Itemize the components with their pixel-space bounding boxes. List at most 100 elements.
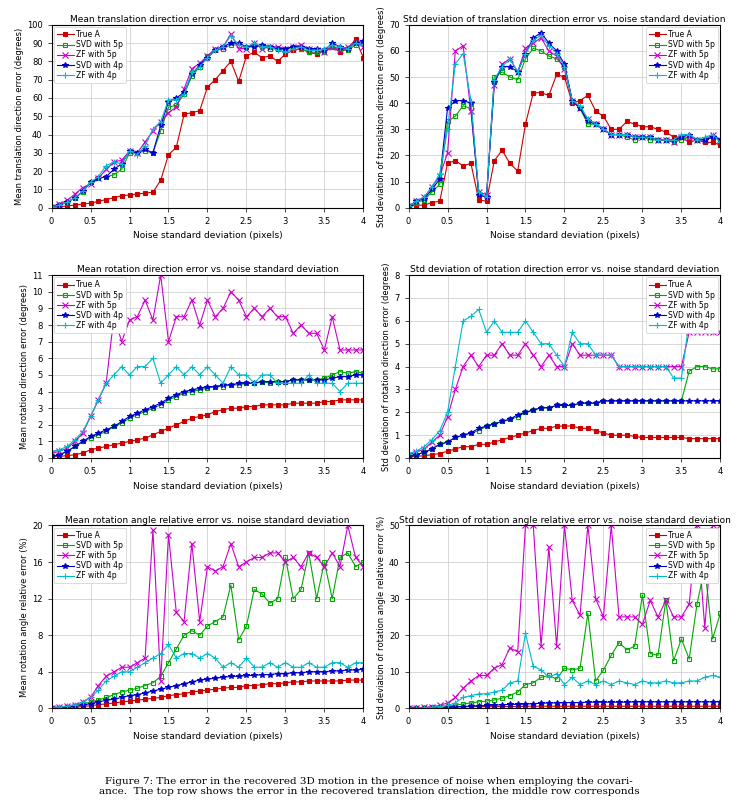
SVD with 4p [622,698,631,707]
True A [109,440,118,450]
SVD with 4p [297,42,306,51]
True A [289,398,297,408]
True A [63,201,72,210]
True A [141,434,150,443]
ZF with 4p [343,44,352,54]
ZF with 4p [412,446,421,456]
SVD with 5p [700,562,709,572]
SVD with 5p [94,430,103,439]
ZF with 5p [685,599,694,609]
SVD with 5p [560,663,569,673]
SVD with 4p [78,437,87,446]
SVD with 4p [47,452,56,462]
SVD with 4p [459,96,468,106]
SVD with 5p [258,590,266,599]
SVD with 4p [312,44,321,54]
SVD with 4p [218,380,227,390]
True A [677,702,686,711]
SVD with 5p [545,51,554,61]
True A [297,44,306,54]
ZF with 5p [148,126,157,136]
SVD with 5p [218,44,227,54]
ZF with 5p [513,647,522,657]
SVD with 4p [297,375,306,385]
True A [227,682,235,692]
SVD with 5p [78,699,87,709]
SVD with 5p [234,380,243,390]
SVD with 5p [328,594,337,603]
ZF with 5p [545,46,554,56]
True A [63,702,72,712]
SVD with 4p [172,681,181,690]
ZF with 5p [266,548,275,558]
ZF with 5p [490,350,499,360]
SVD with 4p [513,410,522,419]
True A [497,435,506,445]
SVD with 4p [133,408,142,418]
ZF with 5p [443,412,452,422]
True A [304,676,313,686]
ZF with 4p [459,316,468,326]
ZF with 4p [102,161,111,170]
SVD with 5p [537,46,545,56]
True A [328,676,337,686]
SVD with 5p [227,380,235,390]
SVD with 5p [591,676,600,686]
SVD with 5p [506,691,514,701]
ZF with 4p [700,316,709,326]
SVD with 4p [537,698,545,708]
True A [203,82,212,92]
ZF with 5p [584,521,593,530]
SVD with 4p [258,40,266,50]
SVD with 4p [63,702,72,712]
SVD with 5p [443,701,452,710]
ZF with 4p [638,362,646,371]
ZF with 5p [708,327,717,337]
True A [172,690,181,699]
ZF with 5p [187,64,196,74]
SVD with 4p [584,117,593,126]
ZF with 4p [242,42,251,51]
True A [133,435,142,445]
SVD with 5p [497,694,506,703]
ZF with 5p [459,683,468,693]
True A [281,400,290,410]
ZF with 5p [700,135,709,145]
SVD with 5p [273,44,282,54]
SVD with 5p [203,383,212,393]
SVD with 5p [591,119,600,129]
SVD with 5p [250,378,259,388]
ZF with 5p [646,362,655,371]
SVD with 5p [156,400,165,410]
ZF with 4p [513,67,522,77]
ZF with 4p [203,649,212,658]
ZF with 4p [343,662,352,672]
ZF with 5p [459,41,468,50]
SVD with 4p [117,693,126,702]
ZF with 5p [654,612,663,622]
ZF with 4p [552,49,561,58]
True A [125,190,134,200]
ZF with 4p [359,378,368,388]
SVD with 4p [435,439,444,449]
ZF with 4p [412,703,421,713]
True A [497,146,506,155]
ZF with 4p [304,46,313,55]
True A [187,108,196,118]
ZF with 4p [654,678,663,688]
True A [638,702,646,711]
ZF with 5p [435,430,444,440]
SVD with 5p [312,375,321,385]
True A [102,442,111,451]
ZF with 4p [63,442,72,451]
True A [281,50,290,59]
ZF with 5p [289,329,297,338]
ZF with 5p [685,327,694,337]
True A [47,703,56,713]
ZF with 5p [227,539,235,549]
ZF with 5p [227,287,235,297]
SVD with 4p [148,402,157,411]
ZF with 5p [560,362,569,371]
ZF with 5p [576,610,584,620]
ZF with 4p [568,673,576,682]
